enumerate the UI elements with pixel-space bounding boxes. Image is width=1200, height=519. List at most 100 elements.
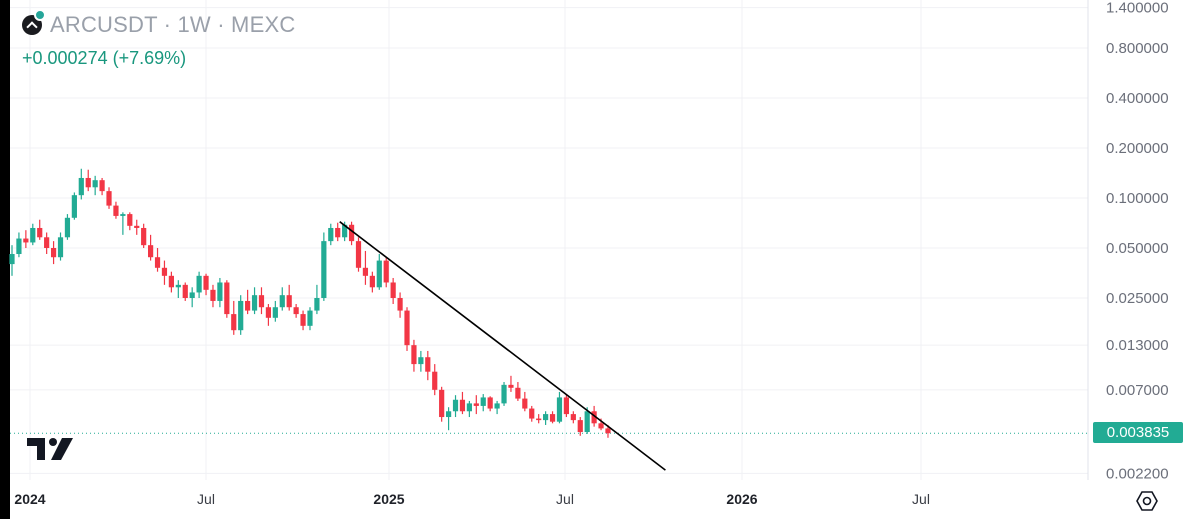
candle bbox=[196, 271, 202, 298]
candle bbox=[328, 223, 334, 246]
candle-body bbox=[466, 403, 472, 412]
candle-body bbox=[570, 414, 576, 421]
candle bbox=[411, 339, 417, 372]
candle bbox=[272, 300, 278, 322]
candle-body bbox=[598, 423, 604, 429]
candle bbox=[321, 232, 327, 301]
candle-body bbox=[175, 284, 181, 288]
candle bbox=[404, 307, 410, 351]
candle bbox=[37, 219, 43, 240]
candle bbox=[348, 221, 355, 246]
candle bbox=[501, 382, 507, 406]
candle bbox=[355, 237, 362, 272]
candle-body bbox=[404, 310, 410, 346]
y-tick-label: 0.100000 bbox=[1106, 190, 1169, 207]
candle-body bbox=[536, 418, 542, 421]
candle bbox=[439, 386, 445, 422]
candle-body bbox=[397, 298, 403, 311]
candle bbox=[515, 382, 521, 401]
candle bbox=[71, 192, 77, 220]
candle-body bbox=[314, 298, 320, 311]
candle-body bbox=[217, 282, 223, 301]
candle bbox=[245, 289, 251, 315]
candle bbox=[134, 219, 140, 235]
candle-body bbox=[293, 307, 299, 315]
candle bbox=[487, 396, 493, 412]
candle-body bbox=[134, 225, 140, 228]
x-tick-label: 2026 bbox=[726, 491, 757, 507]
candle bbox=[279, 287, 285, 311]
candle-body bbox=[369, 275, 375, 288]
candle bbox=[390, 277, 396, 305]
candle-body bbox=[23, 238, 29, 243]
x-tick-label: Jul bbox=[912, 491, 930, 507]
candle-body bbox=[342, 224, 348, 238]
candle-body bbox=[286, 295, 292, 308]
candle-body bbox=[348, 224, 355, 242]
candle bbox=[238, 295, 244, 335]
y-tick-label: 0.800000 bbox=[1106, 40, 1169, 57]
candle-body bbox=[432, 371, 438, 390]
candle-body bbox=[64, 217, 71, 238]
trendline-layer bbox=[339, 221, 666, 471]
candle bbox=[50, 241, 57, 265]
y-tick-label: 0.007000 bbox=[1106, 382, 1169, 399]
candle bbox=[314, 284, 320, 315]
candle bbox=[120, 212, 126, 235]
candle bbox=[522, 391, 528, 412]
y-tick-label: 0.025000 bbox=[1106, 290, 1169, 307]
candle-body bbox=[148, 245, 154, 258]
candle-body bbox=[549, 414, 556, 422]
settings-icon[interactable] bbox=[1136, 490, 1158, 512]
chart-grid bbox=[10, 0, 1089, 480]
candle bbox=[362, 250, 369, 285]
candle-body bbox=[307, 310, 313, 326]
candle-body bbox=[210, 289, 216, 301]
candle bbox=[175, 280, 181, 298]
candle-body bbox=[480, 397, 486, 406]
candle bbox=[508, 375, 514, 392]
candle bbox=[577, 417, 583, 436]
symbol-title[interactable]: ARCUSDT · 1W · MEXC bbox=[50, 12, 296, 37]
tradingview-logo-icon[interactable] bbox=[27, 438, 73, 460]
candle-body bbox=[411, 345, 417, 365]
candle bbox=[286, 284, 292, 311]
candle bbox=[536, 414, 542, 424]
candle-body bbox=[425, 357, 431, 372]
candle-body bbox=[584, 411, 590, 433]
candle-body bbox=[57, 237, 64, 258]
candle-body bbox=[154, 257, 161, 268]
candle-body bbox=[328, 227, 334, 242]
x-tick-label: Jul bbox=[197, 491, 215, 507]
candle bbox=[480, 394, 486, 412]
candle-body bbox=[71, 195, 77, 218]
candle bbox=[148, 234, 154, 261]
candle bbox=[106, 187, 112, 209]
candle bbox=[57, 232, 64, 261]
price-change: +0.000274 (+7.69%) bbox=[22, 48, 187, 68]
candle-body bbox=[161, 267, 168, 276]
arc-logo-icon[interactable] bbox=[22, 9, 46, 35]
candle-body bbox=[265, 307, 272, 318]
last-price-label: 0.003835 bbox=[1093, 422, 1183, 443]
candle-body bbox=[44, 237, 50, 248]
chart-header: ARCUSDT · 1W · MEXC +0.000274 (+7.69%) bbox=[22, 9, 296, 69]
candle bbox=[99, 177, 105, 196]
candle-body bbox=[355, 241, 362, 268]
candle-body bbox=[238, 300, 244, 331]
candle-body bbox=[224, 282, 230, 315]
y-tick-label: 0.002200 bbox=[1106, 465, 1169, 482]
candle bbox=[473, 395, 479, 415]
candle-body bbox=[251, 295, 258, 311]
candle-body bbox=[487, 397, 493, 409]
candle bbox=[92, 175, 98, 196]
candle bbox=[425, 350, 431, 381]
candle-body bbox=[383, 260, 389, 283]
left-edge-bar bbox=[0, 0, 10, 519]
candle-body bbox=[577, 420, 583, 433]
candle bbox=[397, 292, 403, 318]
trendline[interactable] bbox=[339, 221, 666, 471]
candle-body bbox=[522, 398, 528, 409]
candle bbox=[543, 411, 549, 425]
